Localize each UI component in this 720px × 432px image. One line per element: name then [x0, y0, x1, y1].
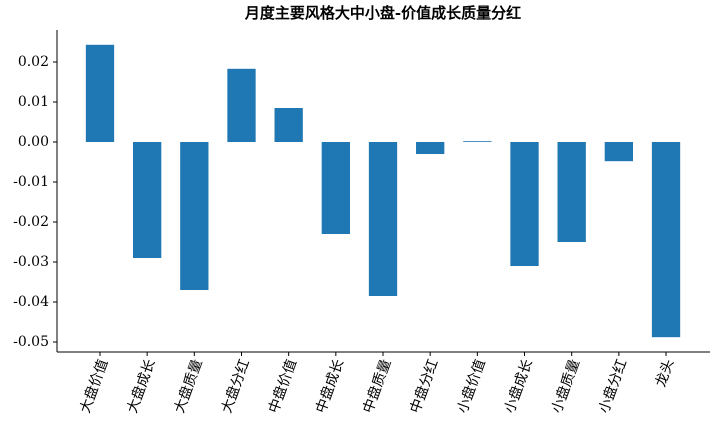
- y-tick-label: -0.03: [13, 254, 49, 270]
- x-tick-label: 大盘分红: [218, 357, 253, 415]
- y-tick-label: -0.04: [13, 294, 49, 310]
- bar: [321, 142, 350, 234]
- bar: [85, 44, 115, 142]
- x-tick-label: 中盘价值: [265, 357, 300, 415]
- x-tick-label: 龙头: [653, 357, 678, 389]
- y-tick-label: 0.02: [18, 54, 49, 70]
- x-tick-label: 大盘价值: [76, 357, 111, 415]
- x-tick-label: 小盘质量: [548, 357, 583, 415]
- x-tick-label: 中盘分红: [407, 357, 442, 415]
- bar: [274, 108, 303, 142]
- x-tick-label: 小盘成长: [501, 357, 536, 415]
- y-tick-label: 0.00: [18, 134, 49, 150]
- x-tick-label: 中盘成长: [312, 357, 347, 415]
- y-tick-label: -0.05: [13, 334, 49, 350]
- bar: [651, 142, 681, 338]
- bar: [557, 142, 586, 242]
- bar: [180, 142, 209, 290]
- x-tick-label: 中盘质量: [359, 357, 394, 415]
- y-tick-label: 0.01: [18, 94, 49, 110]
- bar: [510, 142, 539, 266]
- chart-title: 月度主要风格大中小盘-价值成长质量分红: [244, 4, 521, 22]
- y-tick-label: -0.02: [13, 214, 49, 230]
- x-tick-label: 小盘分红: [595, 357, 630, 415]
- x-tick-label: 大盘质量: [171, 357, 206, 415]
- bar: [416, 142, 445, 154]
- bar: [463, 141, 492, 142]
- bar: [368, 142, 398, 296]
- x-tick-label: 小盘价值: [454, 357, 489, 415]
- bar: [133, 142, 162, 258]
- x-tick-label: 大盘成长: [124, 357, 159, 415]
- bar: [604, 142, 634, 162]
- bar: [227, 68, 256, 142]
- y-tick-label: -0.01: [13, 174, 49, 190]
